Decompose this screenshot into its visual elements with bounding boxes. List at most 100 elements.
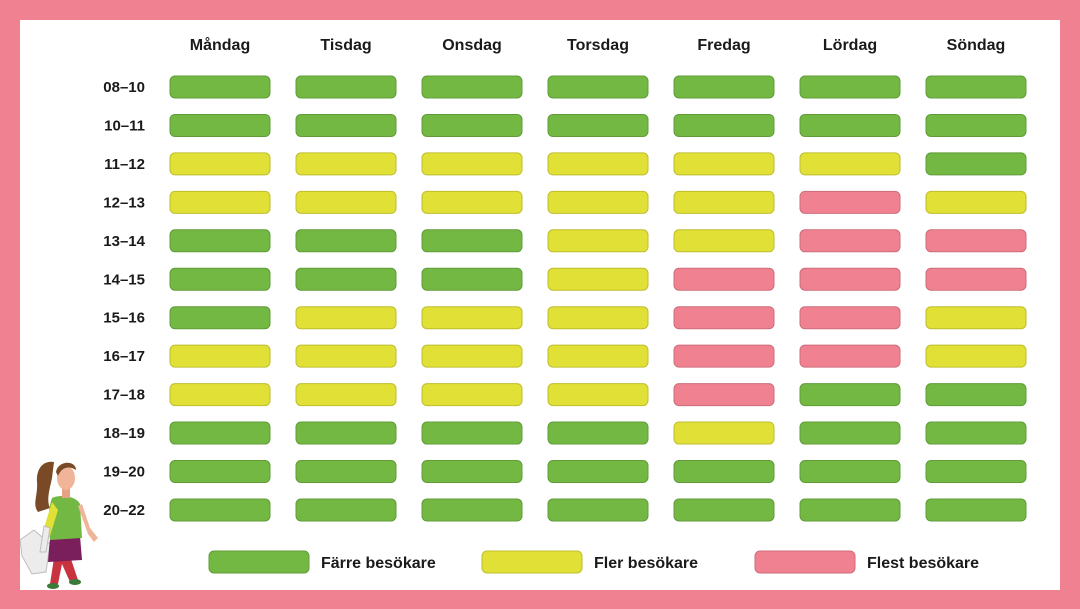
time-slot-label-5: 14–15 (103, 271, 145, 288)
heatmap-cell-r4-c3 (547, 229, 649, 253)
heatmap-cell-r0-c4 (673, 75, 775, 99)
heatmap-cell-r7-c6 (925, 344, 1027, 368)
heatmap-cell-r6-c1 (295, 306, 397, 330)
legend-swatch-1 (481, 550, 583, 574)
heatmap-cell-r2-c5 (799, 152, 901, 176)
heatmap-cell-r11-c4 (673, 498, 775, 522)
legend-swatch-2 (754, 550, 856, 574)
heatmap-cell-r7-c1 (295, 344, 397, 368)
legend-label-0: Färre besökare (321, 555, 436, 572)
time-slot-label-11: 20–22 (103, 502, 145, 519)
shopping-bag-strap (39, 525, 51, 553)
woman-shoe-left (47, 583, 59, 589)
time-slot-label-6: 15–16 (103, 310, 145, 327)
heatmap-cell-r4-c2 (421, 229, 523, 253)
heatmap-cell-r11-c0 (169, 498, 271, 522)
heatmap-cell-r5-c6 (925, 267, 1027, 291)
day-label-0: Måndag (190, 36, 250, 54)
heatmap-cell-r7-c3 (547, 344, 649, 368)
heatmap-cell-r11-c5 (799, 498, 901, 522)
heatmap-cell-r3-c5 (799, 190, 901, 214)
heatmap-cell-r10-c2 (421, 460, 523, 483)
heatmap-cell-r5-c2 (421, 267, 523, 291)
time-slot-label-2: 11–12 (104, 156, 145, 173)
woman-with-bags-illustration (20, 461, 98, 589)
heatmap-cell-r1-c2 (421, 113, 523, 137)
heatmap-cell-r10-c4 (673, 460, 775, 483)
legend-swatch-0 (208, 550, 310, 574)
heatmap-cell-r1-c6 (925, 113, 1027, 137)
heatmap-cell-r9-c5 (799, 421, 901, 445)
heatmap-cell-r6-c4 (673, 306, 775, 330)
heatmap-cell-r7-c2 (421, 344, 523, 368)
heatmap-cell-r0-c5 (799, 75, 901, 99)
time-slot-label-9: 18–19 (103, 425, 145, 442)
heatmap-cell-r0-c6 (925, 75, 1027, 99)
heatmap-cell-r7-c4 (673, 344, 775, 368)
heatmap-cell-r1-c3 (547, 113, 649, 137)
heatmap-cell-r0-c0 (169, 75, 271, 99)
legend-label-2: Flest besökare (867, 555, 979, 572)
heatmap-cell-r0-c2 (421, 75, 523, 99)
heatmap-cell-r11-c1 (295, 498, 397, 522)
heatmap-cell-r3-c4 (673, 190, 775, 214)
woman-face (57, 466, 75, 490)
heatmap-cell-r2-c0 (169, 152, 271, 176)
heatmap-cell-r4-c6 (925, 229, 1027, 253)
time-slot-label-3: 12–13 (103, 194, 145, 211)
heatmap-cell-r5-c3 (547, 267, 649, 291)
heatmap-cell-r8-c1 (295, 383, 397, 407)
day-label-5: Lördag (823, 37, 877, 54)
heatmap-cell-r3-c2 (421, 190, 523, 214)
heatmap-cell-r2-c1 (295, 152, 397, 176)
heatmap-cell-r7-c0 (169, 344, 271, 368)
heatmap-cell-r5-c4 (673, 267, 775, 291)
woman-neck (62, 486, 70, 498)
heatmap-cell-r9-c0 (169, 421, 271, 445)
time-slot-label-0: 08–10 (103, 79, 145, 96)
heatmap-cell-r6-c2 (421, 306, 523, 330)
heatmap-cell-r9-c4 (673, 421, 775, 445)
heatmap-cell-r3-c1 (295, 190, 397, 214)
time-slot-label-7: 16–17 (103, 348, 145, 365)
heatmap-cell-r6-c3 (547, 306, 649, 330)
heatmap-cell-r8-c5 (799, 383, 901, 407)
heatmap-cell-r6-c6 (925, 306, 1027, 330)
visitor-heatmap-chart: Måndag Tisdag Onsdag Torsdag Fredag Lördag Sön… (103, 36, 1027, 574)
heatmap-cell-r4-c1 (295, 229, 397, 253)
woman-arm-right (78, 504, 98, 542)
heatmap-cell-r1-c0 (169, 113, 271, 137)
heatmap-cell-r3-c3 (547, 190, 649, 214)
heatmap-cell-r7-c5 (799, 344, 901, 368)
day-label-2: Onsdag (442, 37, 502, 54)
heatmap-cell-r0-c1 (295, 75, 397, 99)
heatmap-cell-r9-c2 (421, 421, 523, 445)
heatmap-cell-r8-c0 (169, 383, 271, 407)
woman-legs (50, 556, 78, 584)
woman-hair-front (56, 462, 76, 476)
heatmap-cell-r4-c0 (169, 229, 271, 253)
heatmap-cell-r10-c0 (169, 460, 271, 483)
heatmap-cell-r5-c1 (295, 267, 397, 291)
heatmap-cell-r6-c5 (799, 306, 901, 330)
heatmap-cell-r10-c1 (295, 460, 397, 483)
heatmap-cell-r3-c0 (169, 190, 271, 214)
heatmap-cell-r1-c1 (295, 113, 397, 137)
heatmap-cell-r11-c3 (547, 498, 649, 522)
heatmap-cell-r10-c6 (925, 460, 1027, 483)
woman-shoe-right (69, 579, 81, 585)
heatmap-cell-r1-c5 (799, 113, 901, 137)
woman-skirt (48, 536, 82, 562)
heatmap-cell-r2-c3 (547, 152, 649, 176)
heatmap-cell-r2-c4 (673, 152, 775, 176)
heatmap-cell-r4-c5 (799, 229, 901, 253)
heatmap-cell-r5-c0 (169, 267, 271, 291)
legend-label-1: Fler besökare (594, 555, 698, 572)
day-label-3: Torsdag (567, 37, 629, 54)
heatmap-cell-r9-c1 (295, 421, 397, 445)
heatmap-cell-r10-c5 (799, 460, 901, 483)
time-slot-label-4: 13–14 (103, 233, 145, 250)
day-label-6: Söndag (947, 37, 1006, 54)
woman-top (48, 496, 82, 540)
heatmap-cell-r8-c2 (421, 383, 523, 407)
